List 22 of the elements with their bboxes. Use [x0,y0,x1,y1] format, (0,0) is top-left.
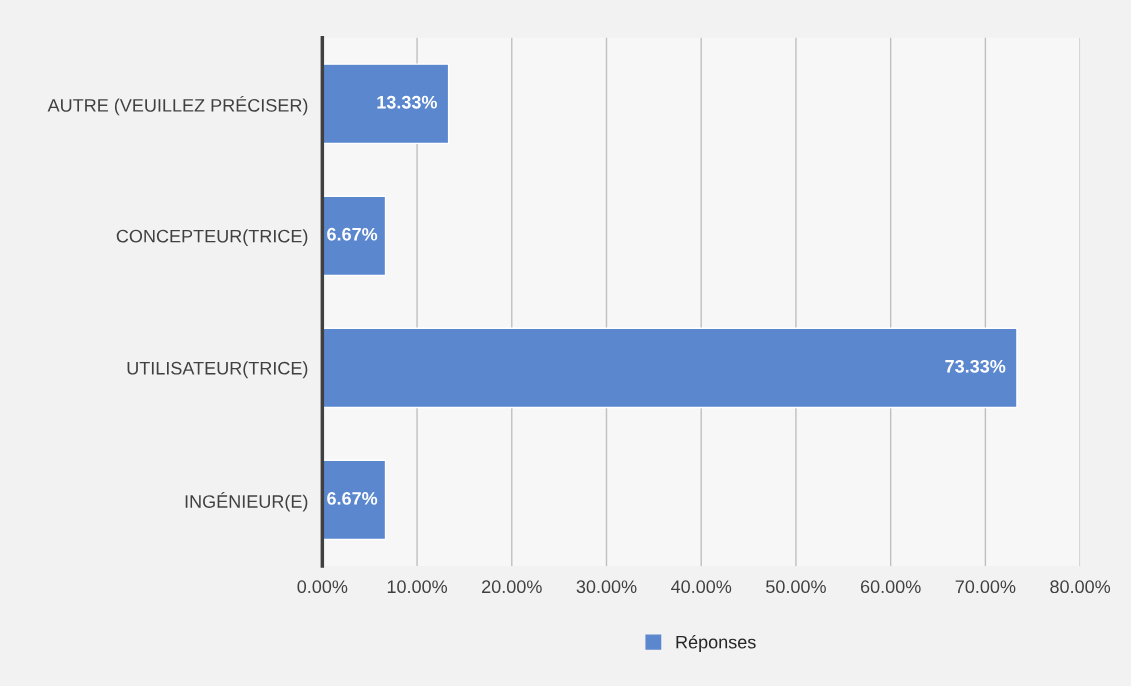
bar [322,195,387,277]
bar [322,459,387,541]
data-label: 6.67% [327,491,378,505]
y-tick-label: UTILISATEUR(TRICE) [127,361,308,379]
data-label: 6.67% [327,227,378,241]
x-tick-label: 60.00% [860,580,921,594]
y-tick-label: CONCEPTEUR(TRICE) [116,229,308,247]
x-tick-label: 10.00% [387,580,448,594]
x-tick-label: 80.00% [1050,580,1111,594]
x-tick-label: 70.00% [955,580,1016,594]
bar [322,327,1018,409]
bar [322,63,450,145]
data-label: 13.33% [377,95,438,109]
x-tick-label: 0.00% [297,580,348,594]
x-tick-label: 20.00% [482,580,542,594]
x-tick-label: 30.00% [576,580,637,594]
legend-label: Réponses [676,635,756,653]
data-label: 73.33% [945,359,1006,373]
y-tick-label: INGÉNIEUR(E) [185,492,308,512]
x-tick-label: 50.00% [766,580,826,594]
y-tick-label: AUTRE (VEUILLEZ PRÉCISER) [47,95,308,116]
x-tick-label: 40.00% [671,580,732,594]
